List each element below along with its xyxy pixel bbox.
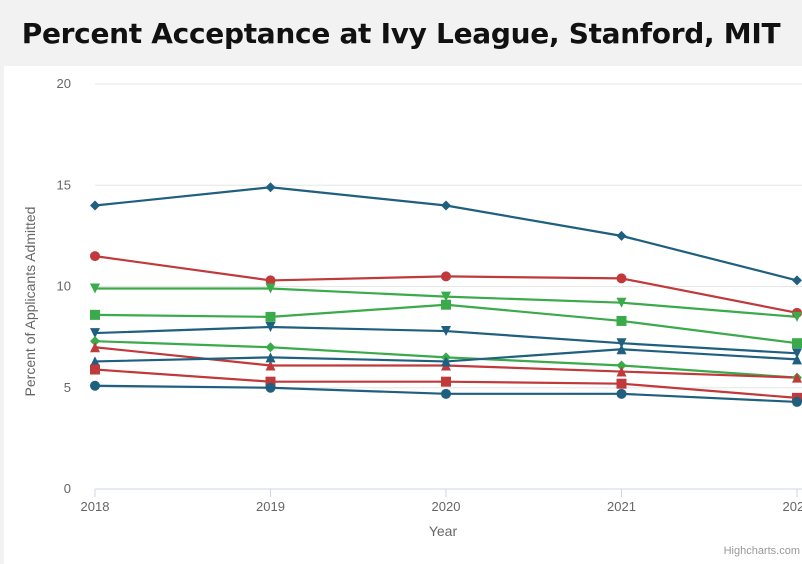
series-10-point [792,396,802,407]
title-bar: Percent Acceptance at Ivy League, Stanfo… [0,0,802,66]
x-tick-label: 2022 [783,499,802,514]
series-2-point [265,275,276,286]
credits-label: Highcharts.com [724,545,800,557]
x-tick-label: 2020 [432,499,461,514]
x-tick-label: 2018 [81,499,110,514]
series-5-point [792,348,802,359]
series-3-point [265,283,276,294]
series-3-point [616,297,627,308]
y-tick-label: 10 [57,279,71,294]
series-10-point [441,388,451,399]
series-4-point [265,311,276,322]
series-10-point [265,382,276,393]
x-tick-label: 2021 [607,499,636,514]
series-1-point [616,230,627,241]
series-4-point [616,315,627,326]
series-8-point [616,344,627,355]
series-8-point [792,354,802,365]
line-chart: 0 5 10 15 20 2018 2019 2020 2021 2022 Year Percent … [22,76,802,557]
y-tick-label: 0 [64,481,71,496]
series-8-point [441,356,451,367]
series-7-point [616,366,627,377]
x-tick-label: 2019 [256,499,285,514]
series-9-point [90,364,100,375]
y-axis-title: Percent of Applicants Admitted [22,207,38,397]
chart-area: 0 5 10 15 20 2018 2019 2020 2021 2022 Year Percent … [4,66,802,564]
series-4-point [441,299,451,310]
series-9-point [441,376,451,387]
series-5-point [90,328,100,339]
series-9-point [265,376,276,387]
series-4-point [90,309,100,320]
series-7-point [792,372,802,383]
series-6-point [90,336,100,347]
series-7-point [265,360,276,371]
series-4-line [94,303,798,345]
y-tick-label: 5 [64,380,71,395]
chart-title: Percent Acceptance at Ivy League, Stanfo… [21,16,781,50]
series-10-point [616,388,627,399]
series-2-point [441,271,451,282]
series-3-point [90,283,100,294]
series-6-point [616,360,627,371]
series-2-point [90,251,100,262]
y-tick-label: 15 [57,177,71,192]
series-6-point [265,342,276,353]
series-1-point [792,275,802,286]
series-3-point [792,311,802,322]
series-7-point [90,342,100,353]
y-tick-label: 20 [57,76,71,91]
series-1-point [441,200,451,211]
series-9-point [616,378,627,389]
series-2-point [616,273,627,284]
series-5-point [441,326,451,337]
series-4-point [792,338,802,349]
series-5-point [265,322,276,332]
series-5-point [616,338,627,349]
series-8-point [90,356,100,367]
series-1-point [265,182,276,193]
series-8-point [265,352,276,363]
x-axis-title: Year [429,523,458,539]
series-1-point [90,200,100,211]
series-10-point [90,380,100,391]
series-3-point [441,291,451,302]
